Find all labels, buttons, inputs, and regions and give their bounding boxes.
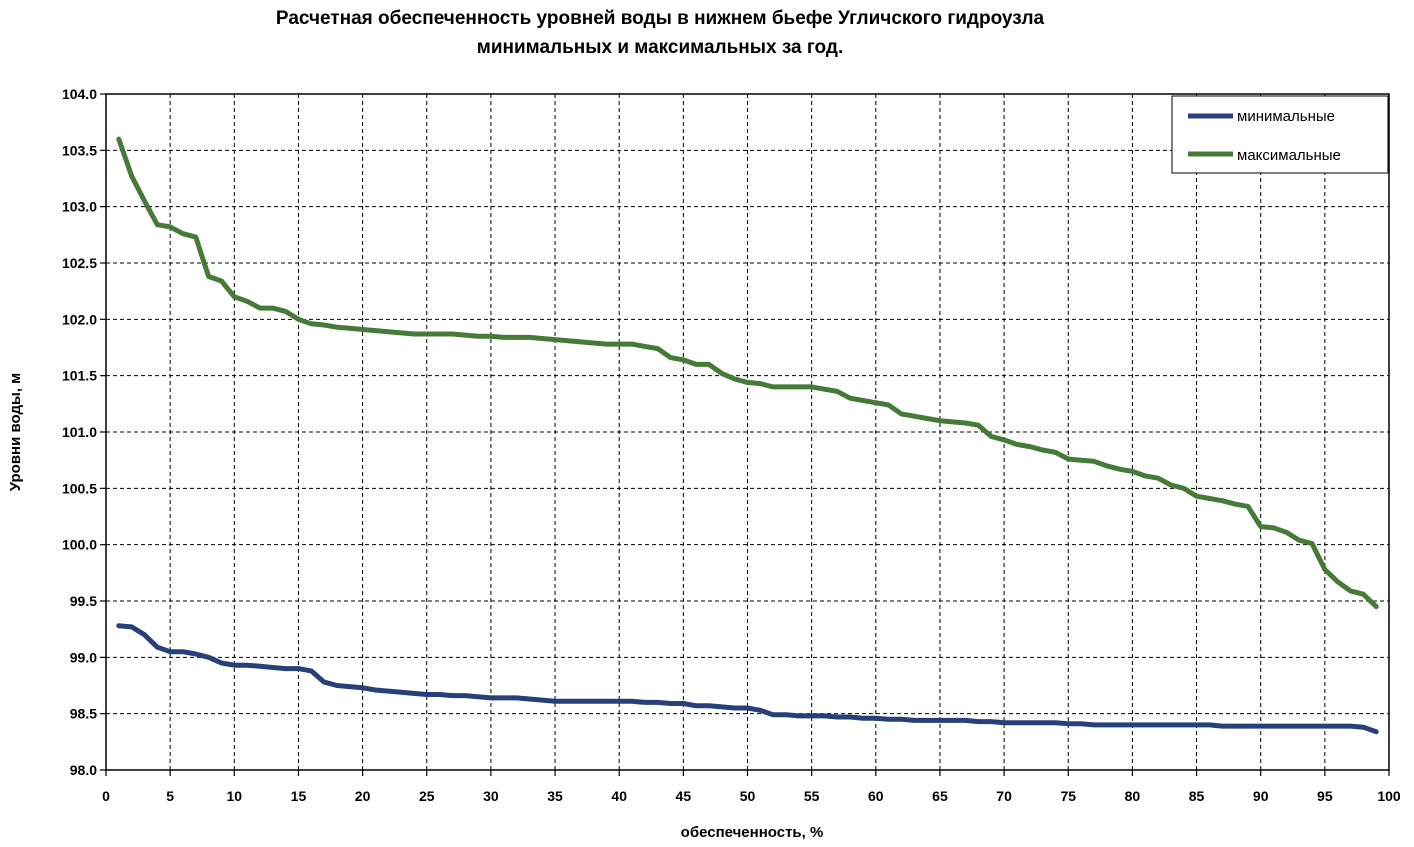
- y-tick-label: 100.5: [62, 480, 97, 496]
- x-tick-label: 5: [166, 788, 174, 804]
- x-tick-label: 25: [419, 788, 435, 804]
- x-tick-label: 35: [547, 788, 563, 804]
- y-tick-label: 102.5: [62, 255, 97, 271]
- chart-title: Расчетная обеспеченность уровней воды в …: [276, 8, 1045, 58]
- x-tick-label: 65: [932, 788, 948, 804]
- y-tick-label: 101.0: [62, 424, 97, 440]
- legend: минимальные максимальные: [1171, 95, 1389, 174]
- x-tick-label: 20: [355, 788, 371, 804]
- y-tick-label: 98.0: [70, 762, 97, 778]
- x-tick-label: 95: [1317, 788, 1333, 804]
- x-tick-label: 45: [676, 788, 692, 804]
- chart-title-line-1: Расчетная обеспеченность уровней воды в …: [276, 8, 1045, 29]
- series-line-minimum: [116, 623, 1379, 735]
- x-tick-label: 15: [291, 788, 307, 804]
- y-tick-label: 98.5: [70, 706, 97, 722]
- y-axis-ticks: 98.0 98.5 99.0 99.5 100.0 100.5 101.0 101.5 102.…: [62, 86, 106, 778]
- x-tick-label: 10: [227, 788, 243, 804]
- x-tick-label: 60: [868, 788, 884, 804]
- y-tick-label: 99.5: [70, 593, 97, 609]
- series-line-maximum: [116, 136, 1379, 610]
- y-tick-label: 101.5: [62, 368, 97, 384]
- x-tick-label: 70: [996, 788, 1012, 804]
- x-tick-label: 100: [1377, 788, 1401, 804]
- x-tick-label: 50: [740, 788, 756, 804]
- x-tick-label: 30: [483, 788, 499, 804]
- gridlines: [106, 94, 1389, 770]
- x-axis-title: обеспеченность, %: [681, 824, 824, 841]
- y-tick-label: 100.0: [62, 537, 97, 553]
- x-tick-label: 75: [1060, 788, 1076, 804]
- x-tick-label: 40: [611, 788, 627, 804]
- legend-label-minimum: минимальные: [1237, 108, 1335, 125]
- x-tick-label: 80: [1125, 788, 1141, 804]
- chart-title-line-2: минимальных и максимальных за год.: [477, 37, 843, 58]
- legend-box: [1171, 95, 1389, 174]
- y-axis-title: Уровни воды, м: [7, 373, 24, 492]
- x-tick-label: 90: [1253, 788, 1269, 804]
- x-tick-label: 55: [804, 788, 820, 804]
- y-tick-label: 102.0: [62, 311, 97, 327]
- x-axis-ticks: 0 5 10 15 20 25 30 35 40 45 50 55 60 65 70 75 80 85 90 95 10…: [102, 770, 1401, 804]
- x-tick-label: 0: [102, 788, 110, 804]
- y-tick-label: 99.0: [70, 649, 97, 665]
- y-tick-label: 103.0: [62, 199, 97, 215]
- y-tick-label: 104.0: [62, 86, 97, 102]
- y-tick-label: 103.5: [62, 142, 97, 158]
- series-lines: [116, 136, 1379, 735]
- x-tick-label: 85: [1189, 788, 1205, 804]
- legend-label-maximum: максимальные: [1237, 147, 1341, 164]
